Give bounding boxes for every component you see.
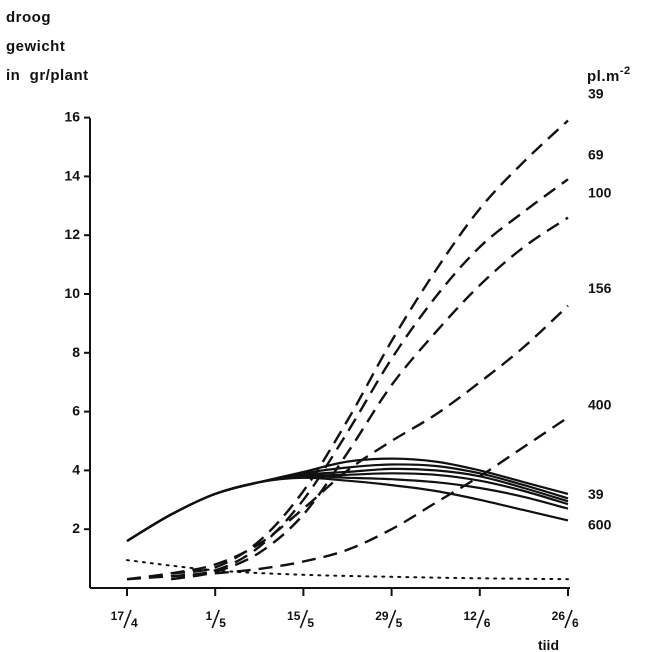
x-tick-numerator: 29	[375, 609, 389, 623]
dashed-series-line-69	[170, 178, 569, 578]
x-ticks: 17 4 1 5 15 5 29 5 12 6 26 6	[111, 588, 579, 630]
y-tick-label: 2	[72, 520, 80, 536]
y-tick-label: 6	[72, 403, 80, 419]
legend-title-text: pl.m	[587, 68, 620, 85]
series-label-dashed-400: 400	[588, 396, 612, 412]
x-tick-fraction-bar	[123, 609, 132, 629]
y-ticks: 2 4 6 8 10 12 14 16	[64, 109, 90, 536]
x-tick-denominator: 5	[307, 616, 314, 630]
y-axis-title-line-3: in gr/plant	[6, 67, 89, 84]
x-tick-fraction-bar	[211, 609, 220, 629]
dashed-series-line-100	[170, 216, 569, 581]
x-axis-title: tiid	[538, 637, 559, 652]
solid-series-line-5	[126, 476, 569, 542]
y-axis-title: droog gewicht in gr/plant	[6, 9, 89, 84]
series-label-solid-39: 39	[588, 486, 604, 502]
x-tick-numerator: 1	[206, 609, 213, 623]
x-tick-fraction-bar	[564, 609, 573, 629]
x-tick-label: 15 5	[287, 609, 314, 630]
y-tick-label: 14	[64, 167, 80, 183]
x-tick-label: 12 6	[463, 609, 490, 630]
x-tick-denominator: 6	[484, 616, 491, 630]
series-label-dashed-39: 39	[588, 86, 604, 102]
x-tick-numerator: 12	[463, 609, 477, 623]
x-tick-label: 17 4	[111, 609, 138, 630]
x-tick-label: 29 5	[375, 609, 402, 630]
series-layer	[126, 119, 569, 581]
solid-series-line-3	[126, 472, 569, 542]
series-label-dashed-69: 69	[588, 146, 604, 162]
y-tick-label: 16	[64, 109, 80, 125]
y-tick-label: 4	[72, 461, 80, 477]
series-label-dashed-100: 100	[588, 185, 612, 201]
x-tick-numerator: 15	[287, 609, 301, 623]
dashed-series-line-156	[126, 304, 569, 581]
y-axis-title-line-2: gewicht	[6, 38, 65, 55]
x-tick-denominator: 5	[219, 616, 226, 630]
legend-title-exponent: -2	[620, 65, 631, 77]
series-label-solid-600: 600	[588, 516, 612, 532]
x-tick-fraction-bar	[476, 609, 485, 629]
x-tick-fraction-bar	[299, 609, 309, 629]
legend-title: pl.m-2	[587, 65, 631, 85]
series-labels: 39 69 100 156 400 39 600	[588, 86, 612, 533]
y-axis-title-line-1: droog	[6, 9, 51, 26]
y-tick-label: 10	[64, 285, 80, 301]
y-tick-label: 12	[64, 226, 80, 242]
x-tick-numerator: 17	[111, 609, 125, 623]
y-tick-label: 8	[72, 344, 80, 360]
x-tick-denominator: 6	[572, 616, 579, 630]
x-tick-label: 26 6	[552, 609, 579, 630]
x-tick-denominator: 5	[396, 616, 403, 630]
x-tick-denominator: 4	[131, 616, 138, 630]
x-tick-numerator: 26	[552, 609, 566, 623]
dashed-series-line-400	[126, 416, 569, 581]
series-label-dashed-156: 156	[588, 280, 612, 296]
x-tick-fraction-bar	[387, 609, 397, 629]
